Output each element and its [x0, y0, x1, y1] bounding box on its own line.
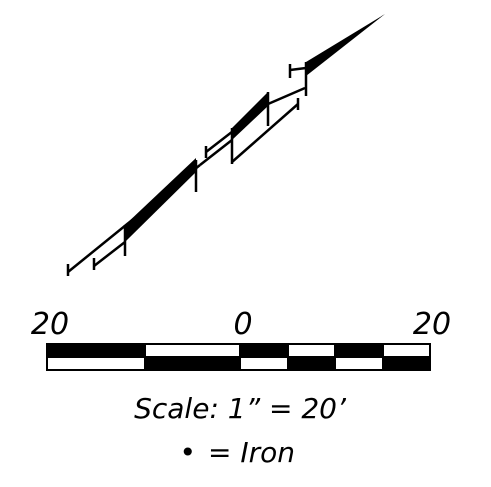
boundary-line [231, 103, 299, 163]
scale-segment [287, 356, 336, 371]
scale-label: 0 [233, 307, 252, 342]
legend-text: = Iron [208, 436, 295, 469]
legend-symbol: • [179, 436, 196, 469]
scale-segment [239, 343, 289, 358]
scale-segment [144, 343, 241, 358]
scale-segment [334, 343, 384, 358]
encroachment-area [306, 14, 385, 76]
scale-label: 20 [31, 307, 69, 342]
scale-segment [382, 356, 431, 371]
scale-segment [287, 343, 336, 358]
boundary-line [289, 66, 307, 72]
scale-segment [239, 356, 289, 371]
scale-caption: Scale: 1” = 20’ [134, 392, 347, 425]
scale-segment [46, 343, 146, 358]
scale-segment [334, 356, 384, 371]
boundary-line [93, 241, 126, 267]
encroachment-area [125, 158, 196, 242]
boundary-line [267, 86, 306, 106]
encroachment-area [232, 92, 268, 140]
scale-segment [46, 356, 146, 371]
scale-label: 20 [413, 307, 451, 342]
hatched-areas [125, 14, 385, 242]
scale-bar [46, 343, 431, 371]
scale-segment [382, 343, 431, 358]
scale-segment [144, 356, 241, 371]
boundary-line [199, 139, 233, 166]
